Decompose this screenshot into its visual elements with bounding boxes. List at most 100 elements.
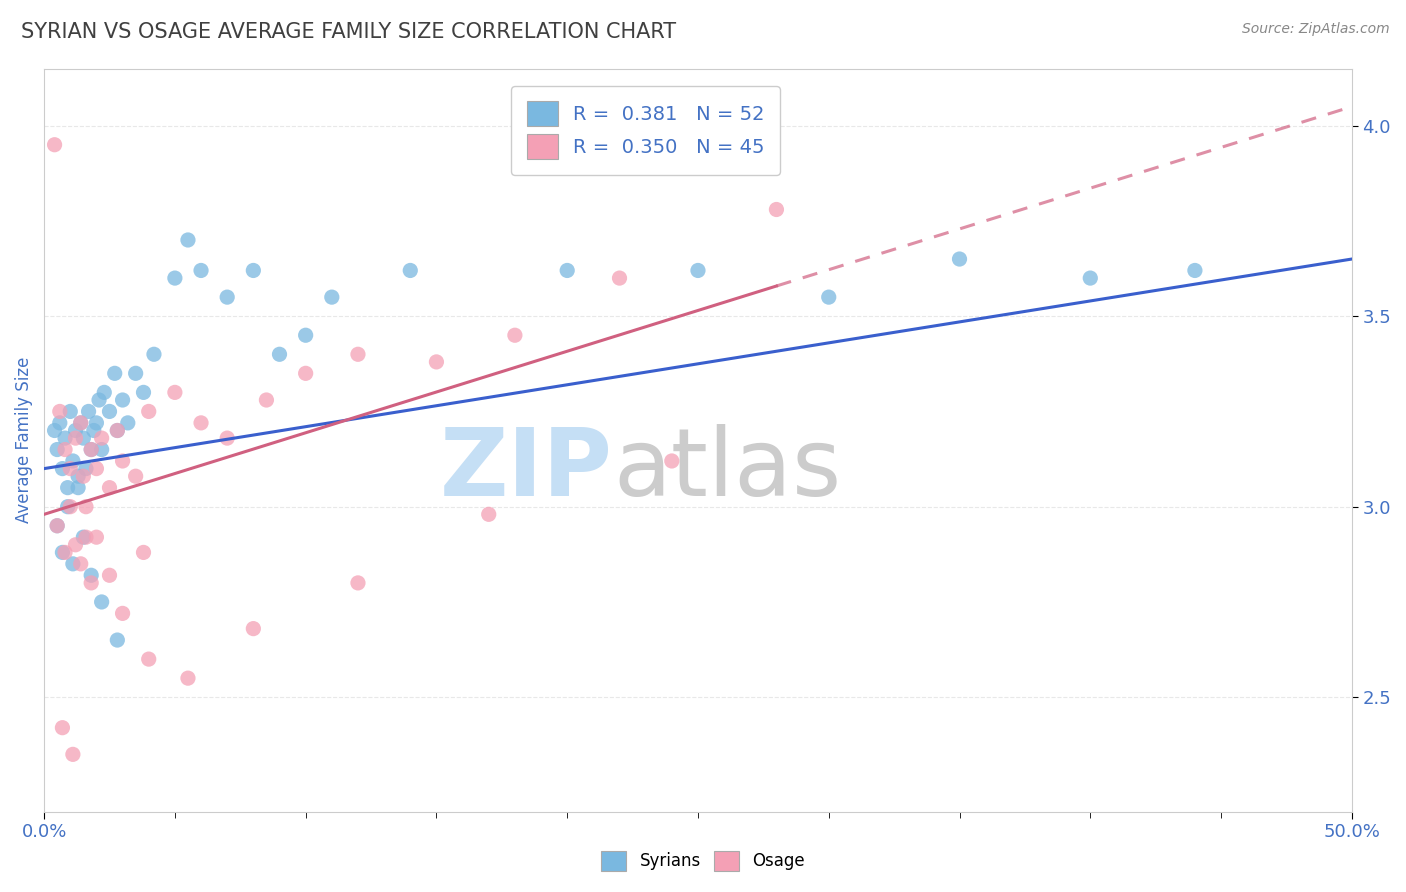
Point <box>190 416 212 430</box>
Point <box>51 721 73 735</box>
Point <box>98 404 121 418</box>
Point <box>67 469 90 483</box>
Point <box>80 442 103 457</box>
Point <box>72 431 94 445</box>
Point <box>59 500 82 514</box>
Point <box>80 442 103 457</box>
Point <box>163 385 186 400</box>
Legend: R =  0.381   N = 52, R =  0.350   N = 45: R = 0.381 N = 52, R = 0.350 N = 45 <box>510 86 780 175</box>
Point <box>56 481 79 495</box>
Point <box>399 263 422 277</box>
Point <box>242 622 264 636</box>
Point <box>90 431 112 445</box>
Point <box>269 347 291 361</box>
Point <box>105 424 128 438</box>
Text: SYRIAN VS OSAGE AVERAGE FAMILY SIZE CORRELATION CHART: SYRIAN VS OSAGE AVERAGE FAMILY SIZE CORR… <box>21 22 676 42</box>
Point <box>138 404 160 418</box>
Point <box>478 508 501 522</box>
Point <box>163 271 186 285</box>
Point <box>72 530 94 544</box>
Point <box>294 328 316 343</box>
Point <box>80 568 103 582</box>
Point <box>51 461 73 475</box>
Point <box>177 671 200 685</box>
Point <box>132 545 155 559</box>
Point <box>62 747 84 762</box>
Point <box>104 367 127 381</box>
Point <box>62 557 84 571</box>
Point <box>686 263 709 277</box>
Point <box>90 595 112 609</box>
Point <box>105 424 128 438</box>
Point <box>217 431 239 445</box>
Y-axis label: Average Family Size: Average Family Size <box>15 357 32 524</box>
Point <box>242 263 264 277</box>
Point <box>62 454 84 468</box>
Point <box>69 416 91 430</box>
Point <box>59 404 82 418</box>
Point <box>69 416 91 430</box>
Point <box>46 518 69 533</box>
Point <box>86 461 108 475</box>
Point <box>53 442 76 457</box>
Point <box>294 367 316 381</box>
Point <box>609 271 631 285</box>
Point <box>65 424 87 438</box>
Point <box>44 137 66 152</box>
Text: ZIP: ZIP <box>440 424 613 516</box>
Point <box>86 416 108 430</box>
Point <box>59 461 82 475</box>
Point <box>347 347 370 361</box>
Text: atlas: atlas <box>613 424 841 516</box>
Point <box>105 633 128 648</box>
Point <box>347 575 370 590</box>
Point <box>49 416 72 430</box>
Point <box>503 328 526 343</box>
Point <box>69 557 91 571</box>
Point <box>83 424 105 438</box>
Point <box>177 233 200 247</box>
Point <box>124 367 146 381</box>
Point <box>65 538 87 552</box>
Point <box>98 481 121 495</box>
Point <box>53 431 76 445</box>
Point <box>72 469 94 483</box>
Point <box>75 530 97 544</box>
Point <box>44 424 66 438</box>
Point <box>143 347 166 361</box>
Point <box>53 545 76 559</box>
Point <box>86 530 108 544</box>
Point <box>75 461 97 475</box>
Point <box>661 454 683 468</box>
Point <box>75 500 97 514</box>
Point <box>190 263 212 277</box>
Point <box>555 263 578 277</box>
Point <box>425 355 447 369</box>
Point <box>111 392 134 407</box>
Point <box>111 454 134 468</box>
Point <box>132 385 155 400</box>
Point <box>117 416 139 430</box>
Point <box>93 385 115 400</box>
Point <box>87 392 110 407</box>
Point <box>46 518 69 533</box>
Point <box>217 290 239 304</box>
Point <box>948 252 970 266</box>
Point <box>46 442 69 457</box>
Point <box>1184 263 1206 277</box>
Point <box>765 202 787 217</box>
Point <box>77 404 100 418</box>
Point <box>124 469 146 483</box>
Point <box>321 290 343 304</box>
Point <box>65 431 87 445</box>
Point <box>80 575 103 590</box>
Legend: Syrians, Osage: Syrians, Osage <box>593 842 813 880</box>
Text: Source: ZipAtlas.com: Source: ZipAtlas.com <box>1241 22 1389 37</box>
Point <box>111 607 134 621</box>
Point <box>98 568 121 582</box>
Point <box>90 442 112 457</box>
Point <box>67 481 90 495</box>
Point <box>51 545 73 559</box>
Point <box>254 392 277 407</box>
Point <box>1078 271 1101 285</box>
